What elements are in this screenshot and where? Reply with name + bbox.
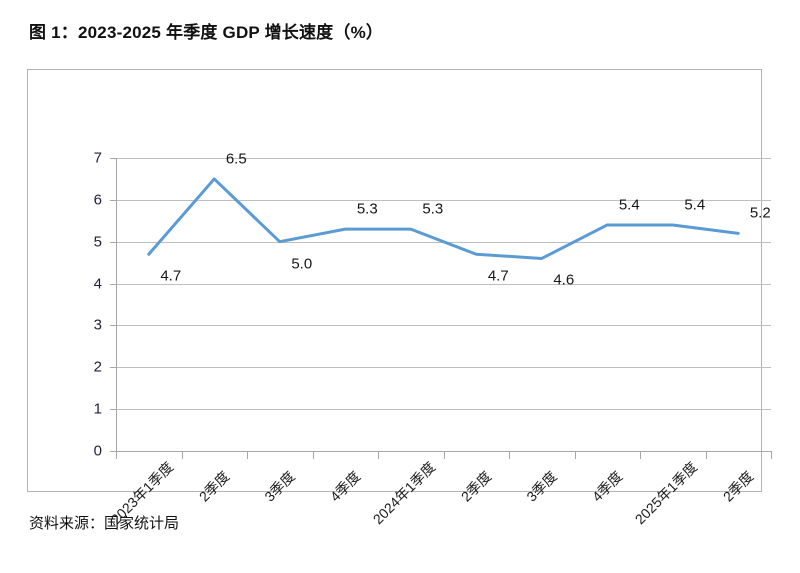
gridline <box>116 367 771 369</box>
x-tick-mark <box>181 452 183 459</box>
data-point-label: 4.7 <box>487 267 509 285</box>
page-title: 图 1：2023-2025 年季度 GDP 增长速度（%） <box>29 23 384 42</box>
gridline <box>116 409 771 411</box>
y-tick-label: 5 <box>93 233 102 251</box>
gridline <box>116 158 771 159</box>
gridline <box>116 325 771 327</box>
y-tick-mark <box>110 158 116 159</box>
y-tick-mark <box>110 325 116 327</box>
y-tick-mark <box>110 367 116 369</box>
x-tick-mark <box>509 452 510 459</box>
series-polyline <box>147 177 740 260</box>
data-point-label: 5.2 <box>749 204 771 222</box>
y-tick-label: 0 <box>93 442 102 460</box>
x-tick-mark <box>771 452 772 459</box>
x-tick-mark <box>705 452 707 459</box>
data-point-label: 5.3 <box>356 200 378 218</box>
data-point-label: 4.6 <box>553 271 575 289</box>
y-tick-mark <box>110 199 116 201</box>
y-tick-label: 1 <box>93 400 102 418</box>
y-tick-label: 4 <box>93 275 102 293</box>
data-point-label: 4.7 <box>160 267 182 285</box>
data-point-label: 5.4 <box>618 196 640 214</box>
y-tick-mark <box>110 409 116 411</box>
data-point-label: 5.4 <box>684 196 706 214</box>
x-tick-mark <box>378 452 379 459</box>
x-tick-mark <box>247 452 248 459</box>
y-tick-mark <box>110 241 116 243</box>
data-point-label: 5.3 <box>422 200 444 218</box>
y-tick-mark <box>110 283 116 285</box>
x-tick-mark <box>312 452 314 459</box>
y-axis-line <box>116 158 117 452</box>
data-point-label: 5.0 <box>291 255 313 273</box>
y-tick-mark <box>110 451 116 452</box>
x-tick-mark <box>574 452 576 459</box>
data-point-label: 6.5 <box>225 150 247 168</box>
x-tick-mark <box>640 452 641 459</box>
gdp-growth-line-series <box>147 177 740 260</box>
gridline <box>116 199 771 201</box>
gridline <box>116 283 771 285</box>
source-note: 资料来源：国家统计局 <box>29 515 180 532</box>
x-axis-line <box>116 451 772 452</box>
y-tick-label: 2 <box>93 358 102 376</box>
x-tick-mark <box>443 452 445 459</box>
y-tick-label: 3 <box>93 316 102 334</box>
x-tick-mark <box>116 452 117 459</box>
y-tick-label: 7 <box>93 149 102 167</box>
y-tick-label: 6 <box>93 191 102 209</box>
